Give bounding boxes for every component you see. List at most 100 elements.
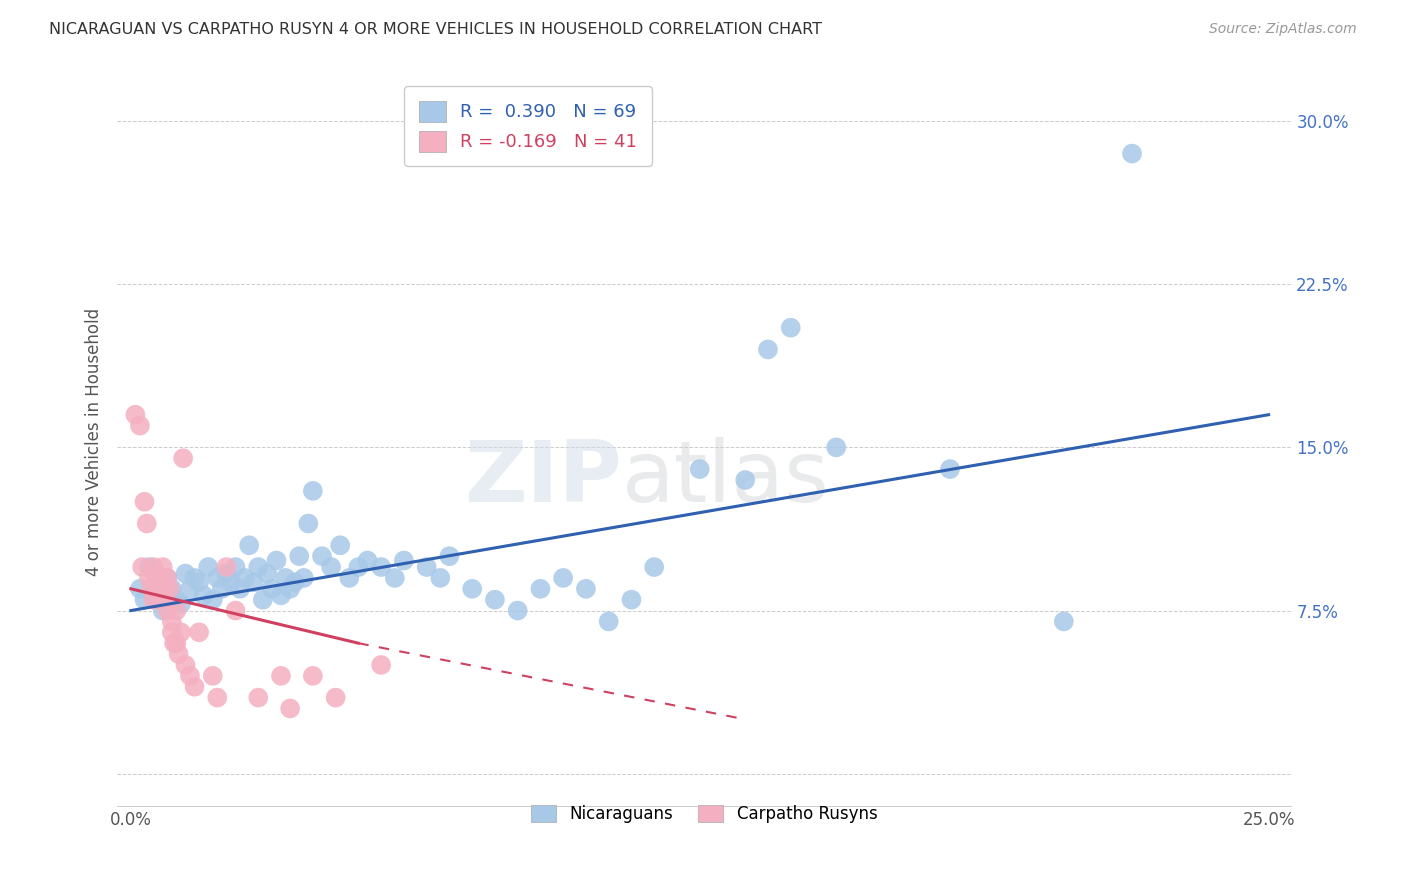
Point bbox=[146, 575, 169, 590]
Point bbox=[553, 571, 575, 585]
Y-axis label: 4 or more Vehicles in Household: 4 or more Vehicles in Household bbox=[86, 308, 103, 576]
Point bbox=[302, 669, 325, 683]
Point bbox=[129, 418, 152, 433]
Point bbox=[219, 575, 242, 590]
Point bbox=[142, 592, 165, 607]
Point bbox=[179, 669, 201, 683]
Point bbox=[149, 571, 172, 585]
Point bbox=[197, 560, 219, 574]
Point bbox=[183, 680, 205, 694]
Point bbox=[160, 582, 183, 596]
Point bbox=[134, 592, 156, 607]
Point bbox=[124, 408, 146, 422]
Point bbox=[247, 690, 270, 705]
Point bbox=[825, 441, 848, 455]
Point bbox=[461, 582, 484, 596]
Point bbox=[170, 625, 193, 640]
Point bbox=[429, 571, 451, 585]
Point bbox=[152, 603, 174, 617]
Point bbox=[207, 690, 229, 705]
Point bbox=[215, 566, 238, 581]
Point bbox=[193, 588, 215, 602]
Point bbox=[392, 553, 415, 567]
Point bbox=[370, 560, 392, 574]
Point bbox=[135, 516, 157, 531]
Point bbox=[160, 615, 183, 629]
Point bbox=[129, 582, 152, 596]
Point bbox=[138, 560, 160, 574]
Point bbox=[356, 553, 378, 567]
Point bbox=[278, 582, 301, 596]
Point bbox=[329, 538, 352, 552]
Point bbox=[188, 575, 211, 590]
Point bbox=[278, 701, 301, 715]
Point bbox=[325, 690, 347, 705]
Point bbox=[779, 320, 801, 334]
Point bbox=[1053, 615, 1076, 629]
Point bbox=[156, 571, 179, 585]
Text: Source: ZipAtlas.com: Source: ZipAtlas.com bbox=[1209, 22, 1357, 37]
Point bbox=[163, 636, 186, 650]
Point bbox=[159, 582, 181, 596]
Point bbox=[142, 588, 165, 602]
Point bbox=[529, 582, 551, 596]
Point bbox=[506, 603, 529, 617]
Point bbox=[145, 571, 167, 585]
Point bbox=[201, 592, 224, 607]
Point bbox=[183, 571, 205, 585]
Point bbox=[266, 553, 288, 567]
Point bbox=[188, 625, 211, 640]
Point bbox=[174, 657, 197, 672]
Point bbox=[270, 588, 292, 602]
Point bbox=[252, 592, 274, 607]
Point bbox=[160, 625, 183, 640]
Text: NICARAGUAN VS CARPATHO RUSYN 4 OR MORE VEHICLES IN HOUSEHOLD CORRELATION CHART: NICARAGUAN VS CARPATHO RUSYN 4 OR MORE V… bbox=[49, 22, 823, 37]
Point bbox=[153, 592, 176, 607]
Point bbox=[302, 483, 325, 498]
Point bbox=[620, 592, 643, 607]
Point bbox=[734, 473, 756, 487]
Point bbox=[207, 571, 229, 585]
Point bbox=[201, 669, 224, 683]
Point bbox=[215, 560, 238, 574]
Point bbox=[225, 560, 247, 574]
Point bbox=[165, 592, 187, 607]
Legend: Nicaraguans, Carpatho Rusyns: Nicaraguans, Carpatho Rusyns bbox=[519, 793, 889, 835]
Point bbox=[247, 560, 270, 574]
Point bbox=[211, 582, 233, 596]
Point bbox=[165, 636, 187, 650]
Point bbox=[598, 615, 620, 629]
Point bbox=[138, 571, 160, 585]
Point bbox=[756, 343, 779, 357]
Point bbox=[292, 571, 315, 585]
Point bbox=[939, 462, 962, 476]
Point bbox=[233, 571, 256, 585]
Point bbox=[484, 592, 506, 607]
Point bbox=[415, 560, 437, 574]
Text: atlas: atlas bbox=[621, 437, 830, 520]
Point bbox=[297, 516, 319, 531]
Point bbox=[179, 582, 201, 596]
Text: ZIP: ZIP bbox=[464, 437, 621, 520]
Point bbox=[256, 566, 278, 581]
Point bbox=[238, 538, 260, 552]
Point bbox=[149, 592, 172, 607]
Point bbox=[167, 647, 190, 661]
Point bbox=[242, 575, 264, 590]
Point bbox=[347, 560, 370, 574]
Point bbox=[274, 571, 297, 585]
Point bbox=[156, 571, 179, 585]
Point bbox=[170, 597, 193, 611]
Point bbox=[439, 549, 461, 563]
Point bbox=[225, 603, 247, 617]
Point bbox=[575, 582, 598, 596]
Point bbox=[156, 603, 179, 617]
Point bbox=[337, 571, 360, 585]
Point bbox=[284, 575, 307, 590]
Point bbox=[643, 560, 665, 574]
Point bbox=[311, 549, 333, 563]
Point bbox=[142, 560, 165, 574]
Point bbox=[141, 582, 163, 596]
Point bbox=[152, 560, 174, 574]
Point bbox=[260, 582, 283, 596]
